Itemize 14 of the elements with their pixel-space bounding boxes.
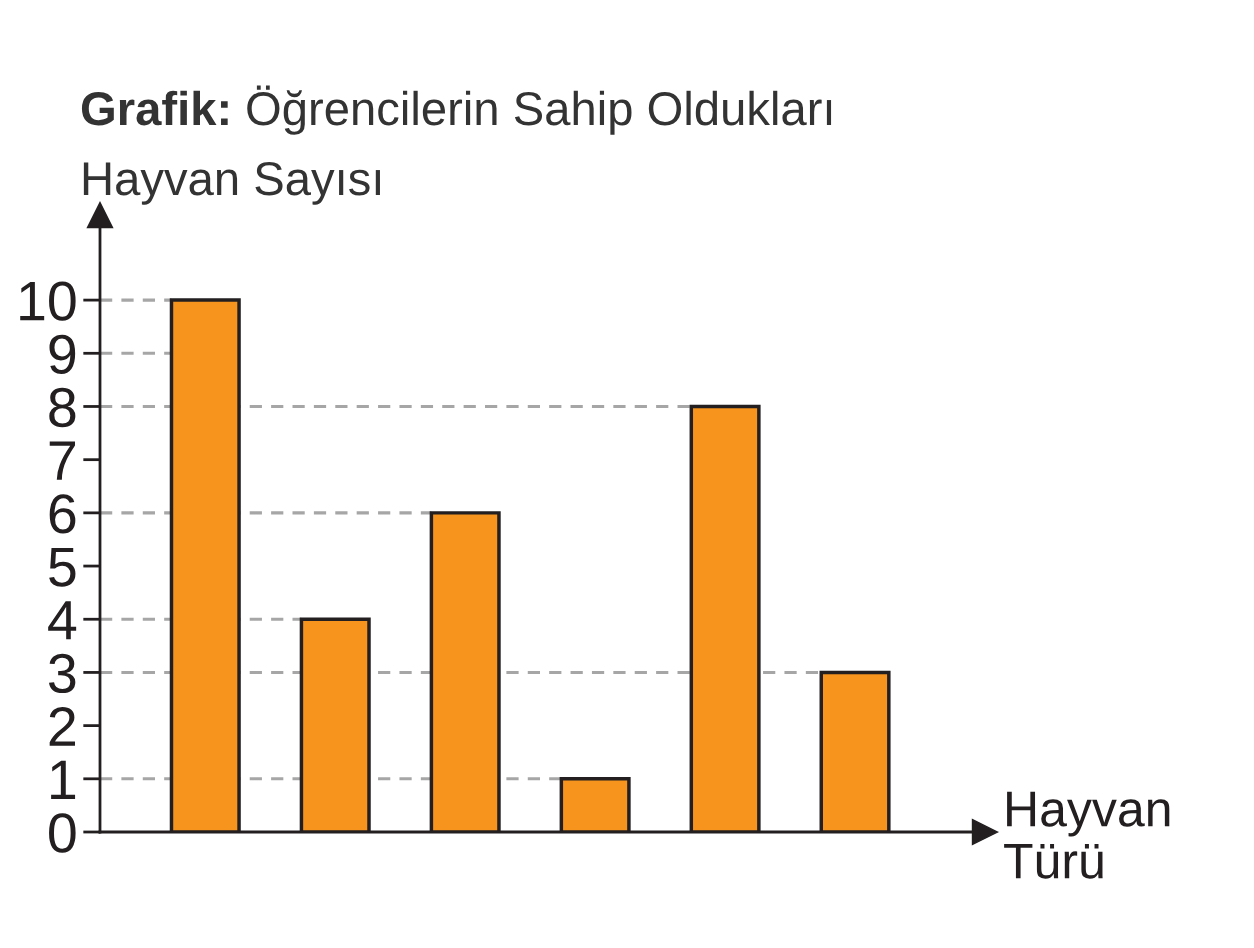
chart-title: Grafik: Öğrencilerin Sahip Oldukları <box>81 85 832 135</box>
y-tick-label: 3 <box>49 653 76 694</box>
x-axis-title: Hayvan Türü <box>1004 791 1170 879</box>
y-tick-label: 9 <box>49 334 76 374</box>
y-tick-label: 6 <box>49 494 76 534</box>
y-tick-label: 10 <box>20 281 76 321</box>
y-tick-label: 1 <box>51 760 76 799</box>
y-tick-label: 5 <box>49 547 76 587</box>
y-tick-label: 8 <box>49 387 76 428</box>
y-tick-label: 0 <box>49 813 76 853</box>
y-tick-label: 4 <box>48 601 77 640</box>
y-tick-label: 2 <box>49 706 75 746</box>
y-tick-label: 7 <box>49 441 75 480</box>
y-axis-title: Hayvan Sayısı <box>83 162 380 205</box>
